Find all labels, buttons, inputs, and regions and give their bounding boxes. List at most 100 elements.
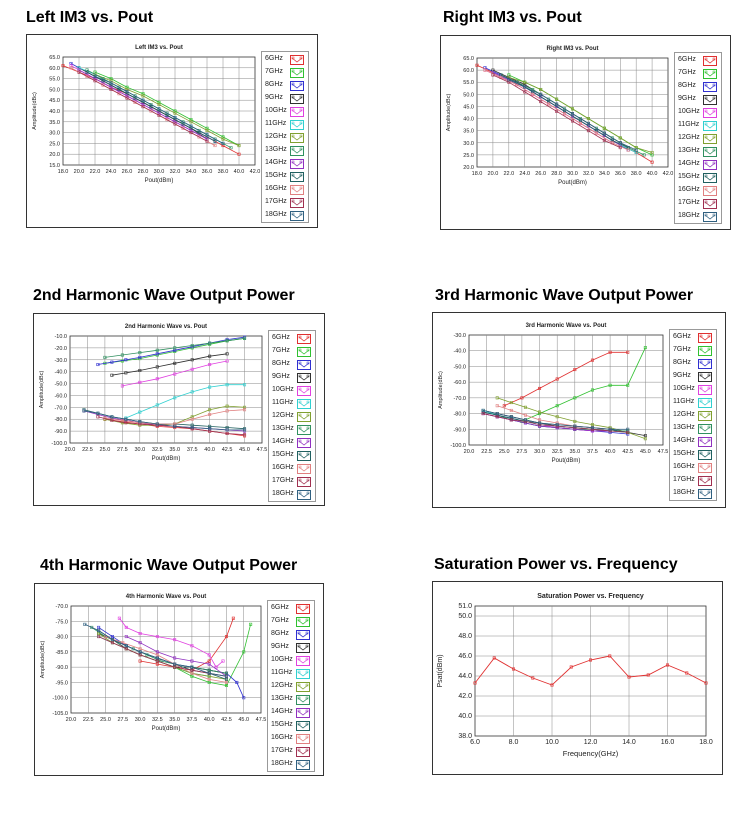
data-point <box>124 417 128 421</box>
legend-item: 7GHz <box>675 68 721 81</box>
legend-item: 9GHz <box>262 93 308 106</box>
data-point <box>225 352 229 356</box>
legend-swatch-icon <box>296 617 310 627</box>
x-tick-label: 18.0 <box>472 171 483 177</box>
data-point <box>173 111 177 115</box>
x-tick-label: 18.0 <box>58 169 69 175</box>
series-6ghz <box>502 350 630 408</box>
data-point <box>189 120 193 124</box>
data-point <box>120 418 124 422</box>
legend-item: 7GHz <box>670 345 716 358</box>
data-point <box>155 422 159 426</box>
data-point <box>502 404 506 408</box>
legend-swatch-icon <box>698 385 712 395</box>
data-point <box>481 408 485 412</box>
y-tick-label: -80.0 <box>453 412 466 418</box>
data-point <box>590 426 594 430</box>
y-tick-label: 60.0 <box>49 66 60 72</box>
legend-label: 17GHz <box>272 477 294 484</box>
data-point <box>173 115 177 119</box>
data-point <box>589 658 593 662</box>
data-point <box>495 396 499 400</box>
data-point <box>133 96 137 100</box>
legend-swatch-icon <box>297 438 311 448</box>
x-tick-label: 22.0 <box>503 171 514 177</box>
data-point <box>237 144 241 148</box>
legend-label: 18GHz <box>678 212 700 219</box>
series-15ghz <box>85 70 217 143</box>
legend-swatch-icon <box>297 399 311 409</box>
data-point <box>208 427 212 431</box>
y-tick-label: 44.0 <box>458 673 472 680</box>
data-point <box>229 146 233 150</box>
data-point <box>173 346 177 350</box>
x-tick-label: 42.5 <box>222 447 233 453</box>
legend-label: 9GHz <box>673 372 691 379</box>
legend-item: 13GHz <box>262 145 308 158</box>
data-point <box>507 78 511 82</box>
data-point <box>85 70 89 74</box>
chart-title: 3rd Harmonic Wave vs. Pout <box>526 323 607 329</box>
4th-harmonic-chart: 4th Harmonic Wave vs. Pout 20.0 22.5 25.0 27… <box>34 583 324 776</box>
data-point <box>208 341 212 345</box>
series-line <box>104 409 245 425</box>
legend-item: 9GHz <box>269 372 315 385</box>
legend-item: 7GHz <box>262 67 308 80</box>
legend-label: 8GHz <box>271 630 289 637</box>
legend-label: 7GHz <box>271 617 289 624</box>
data-point <box>205 133 209 137</box>
legend-item: 14GHz <box>269 437 315 450</box>
legend-swatch-icon <box>698 359 712 369</box>
series-line <box>86 71 216 142</box>
data-point <box>138 650 142 654</box>
legend-label: 13GHz <box>265 146 287 153</box>
legend-label: 8GHz <box>272 360 290 367</box>
data-point <box>538 418 542 422</box>
y-tick-label: 35.0 <box>49 120 60 126</box>
data-point <box>594 131 598 135</box>
data-point <box>103 355 107 359</box>
legend-label: 6GHz <box>678 56 696 63</box>
legend-item: 14GHz <box>268 707 314 720</box>
x-tick-label: 36.0 <box>615 171 626 177</box>
data-point <box>243 408 247 412</box>
data-point <box>208 354 212 358</box>
legend-item: 14GHz <box>670 436 716 449</box>
data-point <box>243 433 247 437</box>
data-point <box>224 683 228 687</box>
data-point <box>155 635 159 639</box>
data-point <box>473 681 477 685</box>
data-point <box>109 87 113 91</box>
data-point <box>138 380 142 384</box>
data-point <box>61 64 65 68</box>
data-point <box>225 383 229 387</box>
data-point <box>590 358 594 362</box>
legend-label: 14GHz <box>673 437 695 444</box>
x-tick-label: 28.0 <box>138 169 149 175</box>
x-tick-label: 27.5 <box>117 717 128 723</box>
data-point <box>173 396 177 400</box>
y-tick-label: 55.0 <box>49 77 60 83</box>
data-point <box>155 403 159 407</box>
data-point <box>173 361 177 365</box>
data-point <box>157 107 161 111</box>
legend-swatch-icon <box>290 107 304 117</box>
x-tick-label: 45.0 <box>239 447 250 453</box>
y-tick-label: -105.0 <box>52 711 68 717</box>
x-tick-label: 40.0 <box>605 449 616 455</box>
legend-swatch-icon <box>290 133 304 143</box>
legend-item: 8GHz <box>269 359 315 372</box>
legend-item: 16GHz <box>670 462 716 475</box>
data-point <box>573 368 577 372</box>
x-tick-label: 20.0 <box>66 717 77 723</box>
data-point <box>547 102 551 106</box>
data-point <box>650 160 654 164</box>
legend-label: 7GHz <box>673 346 691 353</box>
data-point <box>83 622 87 626</box>
legend-item: 18GHz <box>262 210 308 223</box>
series-18ghz <box>507 78 638 152</box>
data-point <box>243 336 247 340</box>
x-tick-label: 47.5 <box>257 447 268 453</box>
data-point <box>110 641 114 645</box>
y-tick-label: 65.0 <box>49 55 60 61</box>
